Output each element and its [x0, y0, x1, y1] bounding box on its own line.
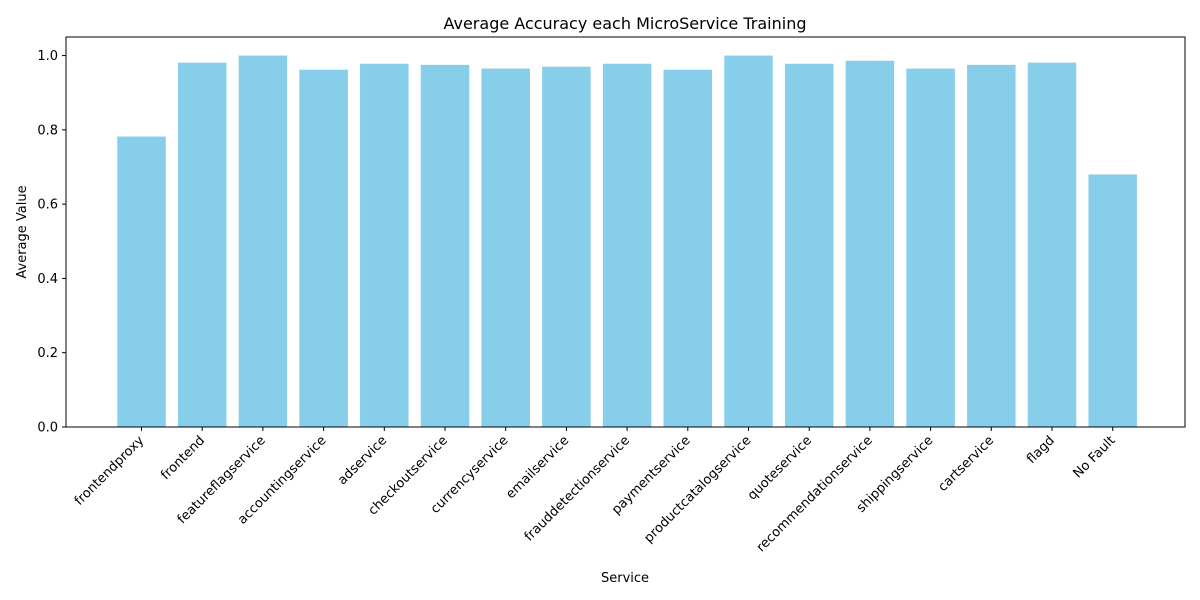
x-tick-label: frontend: [158, 433, 208, 483]
bar-frontendproxy: [117, 136, 166, 428]
bar-paymentservice: [663, 69, 713, 427]
y-axis: 0.0 0.2 0.4 0.6 0.8 1.0: [37, 49, 66, 436]
x-axis: frontendproxy frontendfeatureflagservicea…: [72, 427, 1119, 555]
bar-cartservice: [967, 64, 1016, 428]
bar-emailservice: [542, 66, 591, 428]
bar-checkoutservice: [420, 64, 470, 428]
bar-recommendationservice: [845, 60, 895, 428]
x-tick-label: adservice: [335, 433, 390, 488]
x-axis-label: Service: [601, 571, 649, 586]
x-tick-label: cartservice: [936, 433, 998, 495]
chart-title: Average Accuracy each MicroService Train…: [443, 14, 806, 33]
x-tick-label: recommendationservice: [754, 433, 876, 555]
bar-featureflagservice: [238, 55, 288, 427]
bar-accountingservice: [299, 69, 348, 427]
x-tick-label: productcatalogservice: [642, 433, 755, 546]
bars-group: [117, 55, 1137, 428]
bar-frauddetectionservice: [602, 63, 652, 428]
x-tick-label: flagd: [1024, 433, 1058, 467]
y-tick-label: 0.8: [37, 123, 58, 138]
bar-quoteservice: [784, 63, 834, 428]
y-axis-label: Average Value: [15, 185, 30, 278]
x-tick-label: frontendproxy: [72, 433, 148, 509]
y-tick-label: 0.4: [37, 272, 58, 287]
plot-frame: [65, 36, 1186, 428]
y-tick-label: 0.6: [37, 198, 58, 213]
x-tick-label: emailservice: [503, 433, 572, 502]
bar-frontend: [177, 62, 227, 427]
bar-shippingservice: [906, 68, 955, 427]
bar-no-fault: [1088, 174, 1137, 427]
bar-currencyservice: [481, 68, 530, 427]
bar-adservice: [360, 63, 409, 428]
x-tick-label: frauddetectionservice: [522, 433, 633, 544]
x-tick-label: No Fault: [1070, 433, 1118, 481]
bar-flagd: [1027, 62, 1077, 427]
bar-productcatalogservice: [724, 55, 773, 427]
y-tick-label: 0.0: [37, 421, 58, 436]
y-tick-label: 1.0: [37, 49, 58, 64]
y-tick-label: 0.2: [37, 346, 58, 361]
